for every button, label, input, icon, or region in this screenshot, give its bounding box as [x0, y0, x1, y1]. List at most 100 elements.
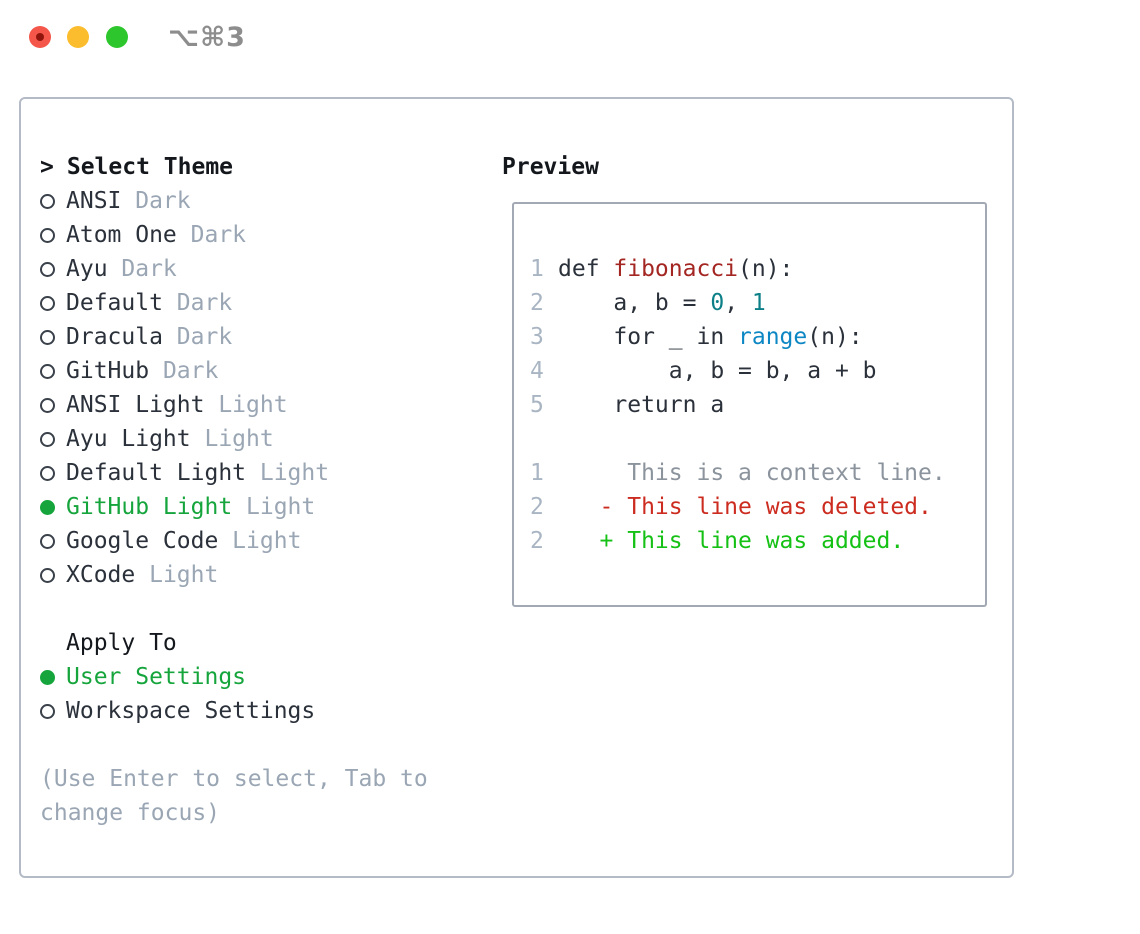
theme-option[interactable]: XCode Light — [40, 558, 329, 592]
radio-icon — [40, 534, 55, 549]
minimize-button[interactable] — [67, 26, 89, 48]
option-label: Default Light — [66, 460, 247, 486]
code-token-plain: def — [558, 256, 614, 282]
code-line: 1 def fibonacci(n): — [530, 252, 985, 286]
code-token-number: 0 — [710, 290, 725, 316]
code-line: 2 - This line was deleted. — [530, 490, 985, 524]
code-token-plain: a, b = b, a + b — [558, 358, 877, 384]
apply-to-section: Apply To User Settings Workspace Settings — [40, 626, 315, 728]
theme-variant-label: Light — [190, 426, 274, 452]
radio-icon — [40, 364, 55, 379]
code-token-number: 1 — [751, 290, 766, 316]
line-number: 4 — [530, 358, 544, 384]
theme-option[interactable]: Dracula Dark — [40, 320, 329, 354]
radio-icon — [40, 262, 55, 277]
code-line: 5 return a — [530, 388, 985, 422]
theme-option[interactable]: Default Dark — [40, 286, 329, 320]
select-theme-heading: > Select Theme — [40, 150, 329, 184]
radio-icon — [40, 194, 55, 209]
apply-to-heading: Apply To — [66, 630, 177, 656]
line-number: 2 — [530, 494, 544, 520]
code-token-plain: , — [724, 290, 752, 316]
code-line: 2 + This line was added. — [530, 524, 985, 558]
code-line: 4 a, b = b, a + b — [530, 354, 985, 388]
theme-variant-label: Light — [135, 562, 219, 588]
radio-icon — [40, 228, 55, 243]
theme-option[interactable]: Default Light Light — [40, 456, 329, 490]
code-token-deleted: - This line was deleted. — [558, 494, 932, 520]
option-label: Atom One — [66, 222, 177, 248]
code-token-function: fibonacci — [613, 256, 739, 282]
close-button[interactable] — [29, 26, 51, 48]
option-label: ANSI Light — [66, 392, 205, 418]
theme-variant-label: Dark — [162, 324, 233, 350]
option-label: GitHub Light — [66, 494, 233, 520]
hint-line-2: change focus) — [40, 800, 221, 826]
apply-to-option[interactable]: User Settings — [40, 660, 315, 694]
code-token-added: + This line was added. — [558, 528, 905, 554]
radio-icon — [40, 330, 55, 345]
theme-option[interactable]: ANSI Light Light — [40, 388, 329, 422]
theme-option[interactable]: GitHub Light Light — [40, 490, 329, 524]
line-number: 3 — [530, 324, 544, 350]
theme-variant-label: Light — [218, 528, 302, 554]
prompt-caret-icon: > — [40, 154, 54, 180]
option-label: Google Code — [66, 528, 219, 554]
code-token-plain: return a — [558, 392, 725, 418]
theme-options: ANSI Dark Atom One Dark Ayu Dark Default Da… — [40, 184, 329, 592]
theme-picker-panel: > Select Theme ANSI Dark Atom One Dark Ayu … — [19, 97, 1014, 878]
theme-variant-label: Light — [204, 392, 288, 418]
code-token-plain: (n): — [738, 256, 794, 282]
theme-option[interactable]: Atom One Dark — [40, 218, 329, 252]
option-label: Workspace Settings — [66, 698, 316, 724]
option-label: Ayu — [66, 256, 108, 282]
code-token-plain: (n): — [807, 324, 863, 350]
line-number: 1 — [530, 460, 544, 486]
line-number: 2 — [530, 290, 544, 316]
theme-variant-label: Dark — [107, 256, 177, 282]
code-token-plain: a, b = — [558, 290, 711, 316]
theme-variant-label: Dark — [149, 358, 219, 384]
theme-option[interactable]: Ayu Light Light — [40, 422, 329, 456]
preview-heading: Preview — [502, 154, 599, 180]
hint-text: (Use Enter to select, Tab to change focu… — [40, 762, 428, 830]
theme-option[interactable]: GitHub Dark — [40, 354, 329, 388]
select-theme-title: Select Theme — [66, 154, 234, 180]
option-label: Default — [66, 290, 163, 316]
hint-line-1: (Use Enter to select, Tab to — [40, 766, 428, 792]
theme-variant-label: Dark — [176, 222, 247, 248]
code-line: 1 This is a context line. — [530, 456, 985, 490]
window-title: ⌥⌘3 — [168, 22, 246, 53]
apply-to-option[interactable]: Workspace Settings — [40, 694, 315, 728]
line-number: 1 — [530, 256, 544, 282]
option-label: ANSI — [66, 188, 122, 214]
theme-option[interactable]: Ayu Dark — [40, 252, 329, 286]
option-label: User Settings — [66, 664, 247, 690]
option-label: Ayu Light — [66, 426, 191, 452]
theme-variant-label: Dark — [121, 188, 191, 214]
code-token-plain: for _ in — [558, 324, 739, 350]
apply-to-options: User Settings Workspace Settings — [40, 660, 315, 728]
window-titlebar: ⌥⌘3 — [0, 0, 1140, 74]
option-label: XCode — [66, 562, 136, 588]
radio-icon — [40, 398, 55, 413]
radio-icon — [40, 296, 55, 311]
radio-icon — [40, 704, 55, 719]
zoom-button[interactable] — [106, 26, 128, 48]
code-token-context: This is a context line. — [558, 460, 946, 486]
option-label: Dracula — [66, 324, 163, 350]
theme-variant-label: Light — [232, 494, 316, 520]
radio-icon — [40, 466, 55, 481]
code-line — [530, 422, 985, 456]
radio-icon — [40, 500, 55, 515]
option-label: GitHub — [66, 358, 150, 384]
theme-option[interactable]: ANSI Dark — [40, 184, 329, 218]
radio-icon — [40, 568, 55, 583]
theme-variant-label: Light — [246, 460, 330, 486]
code-token-builtin: range — [738, 324, 808, 350]
theme-option[interactable]: Google Code Light — [40, 524, 329, 558]
code-line: 3 for _ in range(n): — [530, 320, 985, 354]
